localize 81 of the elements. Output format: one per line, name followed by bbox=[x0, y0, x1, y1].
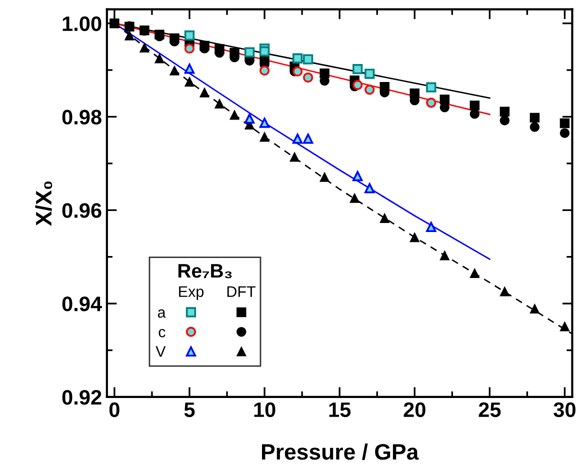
point bbox=[200, 40, 210, 51]
point bbox=[530, 112, 540, 123]
y-tick-label: 0.94 bbox=[62, 296, 102, 312]
point bbox=[170, 66, 180, 76]
point bbox=[426, 222, 436, 232]
legend-label: a bbox=[158, 309, 166, 318]
point bbox=[124, 22, 134, 32]
point bbox=[364, 68, 375, 79]
point bbox=[259, 46, 270, 56]
point bbox=[302, 134, 314, 144]
point bbox=[410, 232, 420, 242]
x-tick-label: 15 bbox=[329, 402, 351, 418]
point bbox=[364, 183, 375, 194]
point bbox=[290, 152, 300, 162]
point bbox=[352, 64, 363, 74]
point bbox=[184, 64, 195, 74]
x-axis-title: Pressure / GPa bbox=[262, 443, 419, 460]
point bbox=[364, 84, 375, 95]
point bbox=[260, 132, 270, 142]
annotation: DFT bbox=[227, 286, 256, 297]
point bbox=[140, 25, 150, 36]
point bbox=[380, 213, 390, 223]
point bbox=[470, 109, 480, 119]
point bbox=[214, 98, 224, 109]
point bbox=[380, 82, 390, 92]
point bbox=[320, 172, 330, 182]
point bbox=[350, 193, 360, 203]
point bbox=[184, 43, 195, 54]
y-axis-title: X/X₀ bbox=[35, 182, 52, 226]
point bbox=[184, 30, 195, 41]
point bbox=[410, 88, 420, 98]
x-tick-label: 30 bbox=[554, 402, 576, 418]
point bbox=[560, 118, 570, 128]
point bbox=[244, 47, 255, 58]
point bbox=[530, 304, 540, 314]
point bbox=[530, 122, 540, 132]
point bbox=[352, 170, 363, 182]
point bbox=[292, 134, 303, 144]
point bbox=[259, 118, 270, 128]
point bbox=[292, 66, 303, 77]
point bbox=[500, 106, 510, 116]
point bbox=[470, 100, 480, 110]
point bbox=[426, 98, 436, 108]
point bbox=[154, 54, 164, 64]
point bbox=[214, 44, 224, 54]
y-tick-label: 0.98 bbox=[62, 110, 102, 125]
point bbox=[170, 33, 180, 44]
x-tick-label: 10 bbox=[254, 402, 276, 418]
point bbox=[500, 286, 510, 296]
y-tick-label: 1.00 bbox=[62, 16, 102, 32]
annotation: Exp bbox=[179, 286, 204, 300]
point bbox=[302, 72, 314, 83]
point bbox=[302, 54, 314, 64]
y-tick-label: 0.96 bbox=[62, 203, 102, 218]
point bbox=[110, 18, 120, 28]
point bbox=[230, 48, 240, 58]
point bbox=[470, 268, 480, 278]
x-tick-label: 5 bbox=[184, 402, 195, 418]
point bbox=[320, 68, 330, 78]
point bbox=[440, 250, 450, 260]
point bbox=[440, 94, 450, 104]
y-tick-label: 0.92 bbox=[62, 390, 102, 405]
point bbox=[352, 80, 363, 90]
point bbox=[124, 30, 134, 40]
point bbox=[560, 322, 570, 332]
point bbox=[426, 82, 436, 92]
point bbox=[200, 88, 210, 98]
point bbox=[259, 65, 270, 76]
legend-title: Re₇B₃ bbox=[178, 264, 232, 278]
point bbox=[184, 76, 194, 87]
point bbox=[560, 128, 570, 138]
point bbox=[140, 42, 150, 52]
legend-label: c bbox=[158, 328, 166, 338]
x-tick-label: 0 bbox=[109, 402, 120, 418]
x-tick-label: 25 bbox=[478, 402, 501, 418]
x-tick-label: 20 bbox=[404, 402, 426, 418]
point bbox=[244, 114, 255, 124]
point bbox=[500, 116, 510, 126]
point bbox=[292, 53, 303, 64]
legend-label: V bbox=[156, 346, 166, 357]
point bbox=[230, 110, 240, 120]
